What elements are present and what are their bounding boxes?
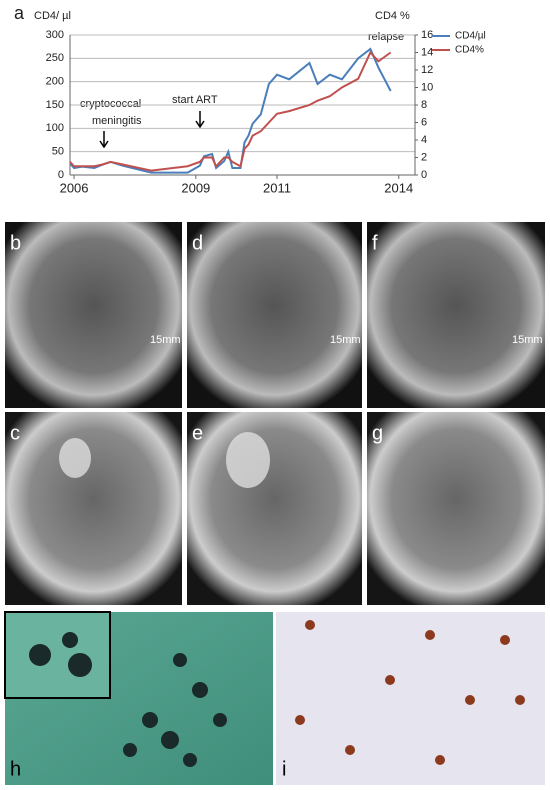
y-tick-label: 100 bbox=[46, 122, 64, 134]
annotation: cryptococcal bbox=[80, 98, 141, 110]
panel-label: a bbox=[14, 3, 25, 23]
y-axis-label: CD4/ µl bbox=[34, 10, 71, 22]
mri-panels bbox=[4, 222, 545, 785]
legend-label: CD4% bbox=[455, 45, 484, 56]
y2-tick-label: 14 bbox=[421, 46, 433, 58]
y2-tick-label: 4 bbox=[421, 134, 427, 146]
legend-label: CD4/µl bbox=[455, 31, 486, 42]
y2-tick-label: 6 bbox=[421, 116, 427, 128]
panel-label: h bbox=[10, 758, 21, 780]
y-tick-label: 0 bbox=[58, 169, 64, 181]
panel-label: f bbox=[372, 232, 378, 254]
panel-label: e bbox=[192, 422, 203, 444]
y-tick-label: 150 bbox=[46, 99, 64, 111]
y2-axis-label: CD4 % bbox=[375, 10, 410, 22]
panel-label: g bbox=[372, 422, 383, 444]
y2-tick-label: 2 bbox=[421, 151, 427, 163]
x-tick-label: 2009 bbox=[181, 180, 210, 195]
y2-tick-label: 10 bbox=[421, 81, 433, 93]
annotation: start ART bbox=[172, 94, 218, 106]
panel-label: c bbox=[10, 422, 20, 444]
scale-label: 15mm bbox=[330, 334, 361, 346]
scale-label: 15mm bbox=[512, 334, 543, 346]
y-tick-label: 300 bbox=[46, 29, 64, 41]
y-tick-label: 250 bbox=[46, 52, 64, 64]
data-line bbox=[69, 47, 392, 174]
y2-tick-label: 16 bbox=[421, 29, 433, 41]
data-line bbox=[69, 50, 392, 172]
annotation: meningitis bbox=[92, 115, 142, 127]
panel-label: i bbox=[282, 758, 286, 780]
x-tick-label: 2011 bbox=[263, 180, 291, 195]
annotation: relapse bbox=[368, 31, 404, 43]
y-tick-label: 50 bbox=[52, 146, 64, 158]
panel-label: d bbox=[192, 232, 203, 254]
x-tick-label: 2014 bbox=[384, 180, 413, 195]
y2-tick-label: 8 bbox=[421, 99, 427, 111]
y-tick-label: 200 bbox=[46, 76, 64, 88]
scale-label: 15mm bbox=[150, 334, 181, 346]
y2-tick-label: 12 bbox=[421, 64, 433, 76]
panel-label: b bbox=[10, 232, 21, 254]
arrows bbox=[99, 111, 205, 149]
y2-tick-label: 0 bbox=[421, 169, 427, 181]
x-tick-label: 2006 bbox=[60, 180, 89, 195]
